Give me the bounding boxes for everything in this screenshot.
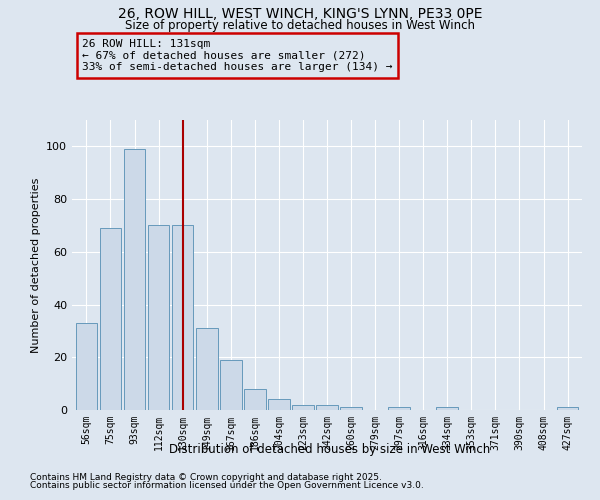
- Bar: [388, 408, 410, 410]
- Text: Contains public sector information licensed under the Open Government Licence v3: Contains public sector information licen…: [30, 481, 424, 490]
- Bar: [124, 149, 145, 410]
- Text: Distribution of detached houses by size in West Winch: Distribution of detached houses by size …: [169, 442, 491, 456]
- Bar: [316, 404, 338, 410]
- Bar: [220, 360, 242, 410]
- Text: Contains HM Land Registry data © Crown copyright and database right 2025.: Contains HM Land Registry data © Crown c…: [30, 472, 382, 482]
- Bar: [76, 323, 97, 410]
- Bar: [148, 226, 169, 410]
- Bar: [436, 408, 458, 410]
- Text: Size of property relative to detached houses in West Winch: Size of property relative to detached ho…: [125, 19, 475, 32]
- Bar: [196, 328, 218, 410]
- Y-axis label: Number of detached properties: Number of detached properties: [31, 178, 41, 352]
- Text: 26, ROW HILL, WEST WINCH, KING'S LYNN, PE33 0PE: 26, ROW HILL, WEST WINCH, KING'S LYNN, P…: [118, 8, 482, 22]
- Bar: [100, 228, 121, 410]
- Bar: [340, 408, 362, 410]
- Bar: [292, 404, 314, 410]
- Bar: [557, 408, 578, 410]
- Bar: [172, 226, 193, 410]
- Bar: [268, 400, 290, 410]
- Bar: [244, 389, 266, 410]
- Text: 26 ROW HILL: 131sqm
← 67% of detached houses are smaller (272)
33% of semi-detac: 26 ROW HILL: 131sqm ← 67% of detached ho…: [82, 39, 392, 72]
